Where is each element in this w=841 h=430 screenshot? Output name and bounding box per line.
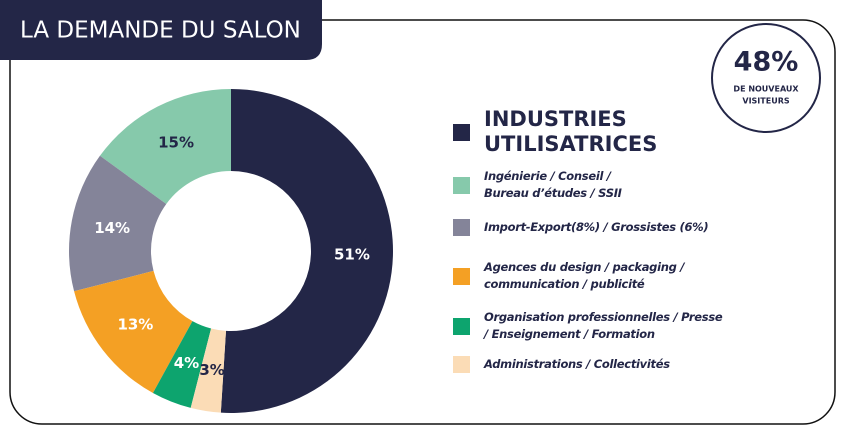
data-label: 4% [174, 354, 199, 372]
donut-segment [152, 321, 212, 408]
data-label: 3% [199, 361, 224, 379]
donut-segment [220, 89, 393, 413]
data-label: 15% [158, 134, 194, 152]
legend-label: INDUSTRIES UTILISATRICES [484, 107, 658, 156]
badge [711, 23, 821, 133]
legend-swatch [453, 317, 470, 335]
legend-label: Import-Export(8%) / Grossistes (6%) [484, 220, 709, 234]
chart-title: LA DEMANDE DU SALON [20, 18, 301, 44]
legend-swatch [453, 267, 470, 285]
legend-swatch [453, 176, 470, 194]
title-box [0, 0, 322, 60]
legend-label: Agences du design / packaging / communic… [484, 260, 685, 291]
frame [9, 19, 836, 425]
badge-line: DE NOUVEAUX [733, 85, 799, 94]
badge-value: 48% [734, 47, 799, 78]
legend-swatch [453, 356, 470, 373]
legend-item: Organisation professionnelles / Presse /… [453, 309, 724, 343]
data-label: 51% [334, 245, 370, 263]
legend-item: Ingénierie / Conseil / Bureau d’études /… [453, 168, 644, 202]
legend-item: Administrations / Collectivités [453, 356, 744, 373]
legend-item: INDUSTRIES UTILISATRICES [453, 107, 704, 157]
donut-segment [69, 155, 167, 292]
badge-line: VISITEURS [742, 97, 789, 106]
data-label: 14% [94, 219, 130, 237]
legend-swatch [453, 123, 470, 141]
donut-segment [74, 270, 193, 393]
legend-item: Import-Export(8%) / Grossistes (6%) [453, 219, 744, 236]
legend-label: Organisation professionnelles / Presse /… [484, 310, 723, 341]
legend-label: Ingénierie / Conseil / Bureau d’études /… [484, 169, 622, 200]
legend-swatch [453, 219, 470, 236]
data-label: 13% [117, 316, 153, 334]
donut-segment [190, 328, 226, 413]
legend-label: Administrations / Collectivités [484, 357, 670, 371]
legend-item: Agences du design / packaging / communic… [453, 259, 704, 293]
donut-segment [99, 89, 232, 204]
